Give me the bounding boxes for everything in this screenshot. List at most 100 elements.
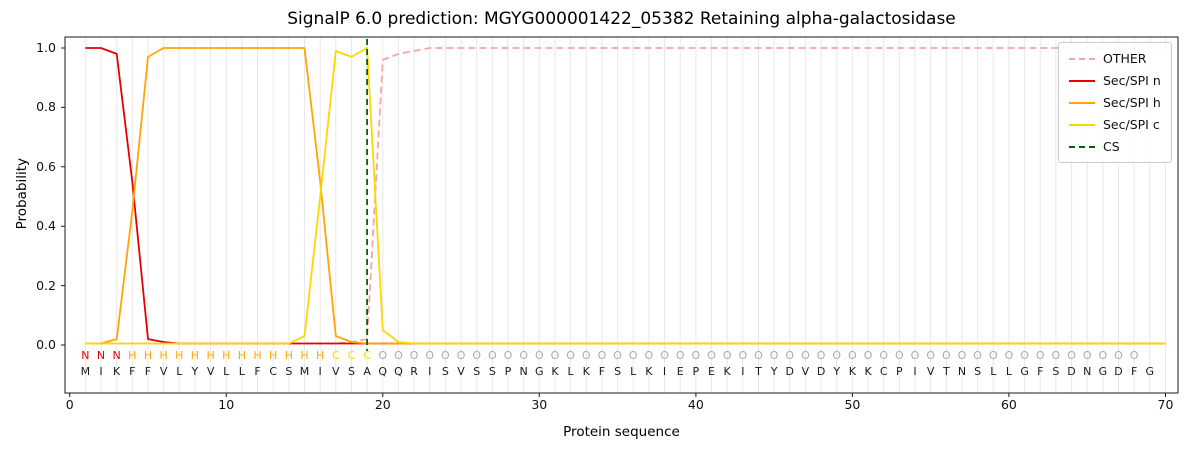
region-label: O — [926, 349, 935, 362]
residue-letter: D — [1114, 365, 1123, 378]
region-label: O — [550, 349, 560, 362]
residue-letter: G — [535, 365, 544, 378]
region-label: O — [675, 349, 685, 362]
region-label: O — [1098, 349, 1108, 362]
region-label: O — [1114, 349, 1123, 362]
residue-letter: L — [176, 365, 183, 378]
residue-letter: G — [1020, 365, 1029, 378]
region-label: H — [253, 349, 262, 362]
region-label: H — [159, 349, 168, 362]
region-label: O — [472, 349, 482, 362]
residue-letter: L — [630, 365, 637, 378]
plot-title: SignalP 6.0 prediction: MGYG000001422_05… — [287, 9, 956, 29]
residue-letter: Q — [394, 365, 403, 378]
legend-line-sample — [1069, 101, 1095, 104]
region-label: O — [394, 349, 403, 362]
residue-letter: V — [801, 365, 810, 378]
residue-letter: V — [332, 365, 340, 378]
residue-letter: K — [864, 365, 872, 378]
region-label: O — [441, 349, 450, 362]
region-label: H — [237, 349, 247, 362]
region-label: H — [206, 349, 215, 362]
x-tick-label: 60 — [1000, 397, 1017, 412]
region-label: O — [707, 349, 716, 362]
region-label: O — [1051, 349, 1061, 362]
residue-letter: K — [113, 365, 121, 378]
y-tick-label: 0.8 — [36, 99, 56, 115]
residue-letter: L — [990, 365, 997, 378]
region-label: O — [488, 349, 497, 362]
region-label: O — [378, 349, 388, 362]
region-label: O — [941, 349, 951, 362]
residue-letter: I — [662, 365, 667, 378]
region-label: H — [284, 349, 293, 362]
region-label: O — [832, 349, 842, 362]
region-label: H — [143, 349, 153, 362]
residue-letter: G — [1145, 365, 1155, 378]
region-label: N — [112, 349, 121, 362]
region-label: C — [347, 349, 356, 362]
series-sec-spi-h — [85, 47, 1166, 345]
residue-letter: S — [974, 365, 982, 378]
residue-letter: R — [410, 365, 418, 378]
region-label: H — [175, 349, 184, 362]
series-sec-spi-c — [85, 47, 1166, 345]
plot-border — [64, 36, 1179, 394]
residue-letter: L — [567, 365, 574, 378]
region-label: H — [269, 349, 278, 362]
residue-letter: I — [741, 365, 745, 378]
region-label: O — [754, 349, 763, 362]
legend-item-label: CS — [1103, 139, 1120, 154]
region-label: O — [1129, 349, 1139, 362]
residue-letter: G — [1098, 365, 1108, 378]
region-label: O — [613, 349, 622, 362]
x-tick-label: 70 — [1157, 397, 1174, 412]
region-label: O — [973, 349, 982, 362]
legend-line-sample — [1069, 123, 1095, 126]
residue-letter: K — [645, 365, 653, 378]
residue-letter: I — [428, 365, 432, 378]
residue-letter: M — [299, 365, 310, 378]
residue-letter: F — [144, 365, 152, 378]
residue-letter: S — [473, 365, 481, 378]
residue-letter: S — [285, 365, 293, 378]
region-label: O — [957, 349, 967, 362]
axis-ticks — [61, 47, 1166, 397]
region-label: O — [425, 349, 435, 362]
legend-item-sec-spi-h: Sec/SPI h — [1069, 95, 1161, 110]
region-label: O — [644, 349, 654, 362]
region-label: O — [566, 349, 575, 362]
gridlines — [84, 37, 1166, 393]
region-label: O — [1082, 349, 1092, 362]
region-label: O — [519, 349, 528, 362]
legend-line-sample — [1069, 79, 1095, 82]
region-label: O — [785, 349, 795, 362]
residue-letter: N — [957, 365, 967, 378]
y-tick-label: 0.2 — [36, 277, 56, 293]
legend-item-label: OTHER — [1103, 51, 1147, 66]
residue-letter: D — [1067, 365, 1076, 378]
residue-letter: N — [1083, 365, 1092, 378]
legend-item-sec-spi-n: Sec/SPI n — [1069, 73, 1161, 88]
residue-letter: K — [848, 365, 856, 378]
residue-letter: C — [269, 365, 278, 378]
legend-item-cs: CS — [1069, 139, 1161, 154]
residue-letter: E — [708, 365, 715, 378]
residue-letter: V — [457, 365, 465, 378]
y-tick-label: 0.6 — [36, 158, 56, 174]
region-label: H — [190, 349, 200, 362]
legend-item-label: Sec/SPI n — [1103, 73, 1161, 88]
y-tick-label: 0.4 — [36, 218, 56, 234]
residue-letter: T — [755, 365, 762, 378]
residue-letter: K — [582, 365, 590, 378]
legend-line-sample — [1069, 57, 1095, 60]
x-tick-label: 50 — [844, 397, 861, 412]
region-label: O — [988, 349, 998, 362]
residue-letter: S — [347, 365, 355, 378]
region-label: O — [597, 349, 607, 362]
residue-letter: V — [159, 365, 168, 378]
region-label: O — [628, 349, 638, 362]
legend-line-sample — [1069, 145, 1095, 148]
region-label: O — [769, 349, 779, 362]
